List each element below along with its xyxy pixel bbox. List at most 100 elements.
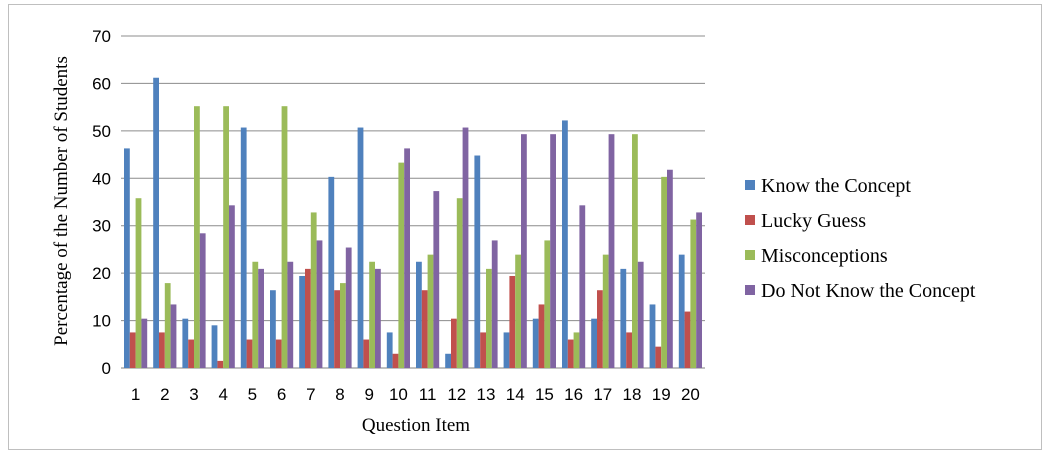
- x-tick-label: 3: [189, 385, 198, 404]
- y-tick-label: 20: [92, 264, 111, 283]
- bar-misconceptions-q18: [632, 134, 638, 368]
- x-axis-title: Question Item: [362, 415, 470, 436]
- bar-know-the-concept-q5: [240, 127, 247, 368]
- bar-lucky-guess-q18: [626, 332, 632, 368]
- bar-misconceptions-q1: [135, 198, 142, 368]
- bar-misconceptions-q9: [369, 261, 375, 368]
- x-tick-label: 10: [389, 385, 408, 404]
- bar-lucky-guess-q14: [509, 275, 516, 368]
- x-tick-labels: 1 2 3 4 5 6 7 8 9 10 11 12 13 14 15 16 17 18 19 20: [131, 385, 700, 404]
- bar-know-the-concept-q11: [416, 261, 422, 368]
- bars: [124, 77, 702, 369]
- bar-know-the-concept-q13: [474, 155, 481, 368]
- bar-know-the-concept-q16: [562, 120, 568, 369]
- bar-misconceptions-q20: [690, 219, 697, 368]
- y-tick-label: 40: [92, 169, 111, 188]
- bar-lucky-guess-q2: [159, 332, 165, 368]
- legend-swatch: [745, 180, 755, 190]
- bar-misconceptions-q4: [223, 106, 229, 369]
- bar-misconceptions-q3: [194, 106, 200, 369]
- bar-lucky-guess-q6: [275, 339, 282, 368]
- bar-misconceptions-q19: [661, 176, 667, 368]
- y-tick-label: 0: [102, 359, 111, 378]
- bar-do-not-know-the-concept-q16: [579, 205, 586, 368]
- bar-do-not-know-the-concept-q8: [345, 247, 352, 368]
- bar-lucky-guess-q5: [246, 339, 253, 368]
- legend-swatch: [745, 250, 755, 260]
- y-tick-label: 30: [92, 217, 111, 236]
- bar-do-not-know-the-concept-q10: [404, 148, 410, 368]
- x-tick-label: 5: [248, 385, 257, 404]
- bar-know-the-concept-q9: [357, 127, 364, 368]
- bar-do-not-know-the-concept-q17: [608, 134, 615, 368]
- x-tick-label: 12: [447, 385, 466, 404]
- bar-lucky-guess-q16: [567, 339, 574, 368]
- bar-misconceptions-q14: [515, 254, 521, 368]
- y-tick-label: 70: [92, 27, 111, 46]
- bar-know-the-concept-q15: [532, 318, 539, 368]
- bar-know-the-concept-q4: [211, 325, 218, 368]
- bar-misconceptions-q8: [340, 283, 346, 368]
- legend-swatch: [745, 215, 755, 225]
- y-tick-label: 60: [92, 74, 111, 93]
- legend-label: Do Not Know the Concept: [761, 280, 976, 302]
- bar-do-not-know-the-concept-q4: [229, 205, 235, 368]
- bar-know-the-concept-q6: [270, 290, 276, 368]
- bar-misconceptions-q10: [398, 162, 405, 368]
- x-tick-label: 9: [364, 385, 373, 404]
- y-tick-label: 10: [92, 312, 111, 331]
- bar-know-the-concept-q12: [445, 353, 451, 368]
- legend: Know the Concept Lucky Guess Misconception…: [745, 175, 976, 302]
- x-tick-label: 1: [131, 385, 140, 404]
- bar-do-not-know-the-concept-q6: [287, 261, 294, 368]
- bar-lucky-guess-q1: [129, 332, 136, 368]
- bar-do-not-know-the-concept-q2: [170, 304, 177, 368]
- bar-do-not-know-the-concept-q3: [199, 233, 206, 368]
- bar-do-not-know-the-concept-q5: [258, 268, 264, 368]
- bar-lucky-guess-q11: [421, 290, 428, 368]
- x-tick-label: 20: [681, 385, 700, 404]
- bar-misconceptions-q5: [252, 261, 259, 368]
- x-tick-label: 19: [652, 385, 671, 404]
- bar-lucky-guess-q13: [480, 332, 486, 368]
- x-tick-label: 4: [218, 385, 227, 404]
- bar-know-the-concept-q18: [620, 268, 627, 368]
- bar-misconceptions-q13: [486, 268, 492, 368]
- bar-lucky-guess-q20: [684, 311, 691, 368]
- bar-do-not-know-the-concept-q7: [316, 240, 323, 368]
- x-tick-label: 15: [535, 385, 554, 404]
- x-tick-label: 14: [506, 385, 525, 404]
- bar-lucky-guess-q4: [217, 360, 224, 368]
- bar-lucky-guess-q10: [392, 353, 399, 368]
- bar-know-the-concept-q1: [124, 148, 130, 368]
- bar-do-not-know-the-concept-q15: [550, 134, 556, 368]
- x-tick-label: 16: [564, 385, 583, 404]
- gridlines: [121, 35, 705, 369]
- bar-know-the-concept-q17: [591, 318, 597, 368]
- bar-misconceptions-q2: [164, 283, 171, 368]
- bar-do-not-know-the-concept-q11: [433, 191, 440, 368]
- bar-misconceptions-q11: [427, 254, 434, 368]
- chart-frame: 0 10 20 30 40 50 60 70 1 2 3 4 5 6 7 8 9 10 11 12 13 14 15 16 1…: [8, 4, 1042, 450]
- bar-do-not-know-the-concept-q19: [667, 169, 673, 368]
- bar-know-the-concept-q2: [153, 77, 159, 368]
- legend-label: Misconceptions: [761, 245, 888, 267]
- x-tick-label: 11: [419, 385, 437, 404]
- x-tick-label: 7: [306, 385, 315, 404]
- bar-do-not-know-the-concept-q14: [521, 134, 527, 368]
- x-tick-label: 18: [623, 385, 642, 404]
- bar-know-the-concept-q14: [503, 332, 510, 368]
- bar-misconceptions-q7: [310, 212, 317, 368]
- x-tick-label: 13: [477, 385, 496, 404]
- bar-lucky-guess-q7: [305, 268, 311, 368]
- legend-swatch: [745, 285, 755, 295]
- x-tick-label: 6: [277, 385, 286, 404]
- y-tick-label: 50: [92, 122, 111, 141]
- bar-lucky-guess-q3: [188, 339, 194, 368]
- legend-label: Know the Concept: [761, 175, 911, 197]
- bar-lucky-guess-q12: [451, 318, 457, 368]
- bar-do-not-know-the-concept-q20: [696, 212, 702, 368]
- bar-do-not-know-the-concept-q1: [141, 318, 148, 368]
- y-tick-labels: 0 10 20 30 40 50 60 70: [92, 27, 111, 378]
